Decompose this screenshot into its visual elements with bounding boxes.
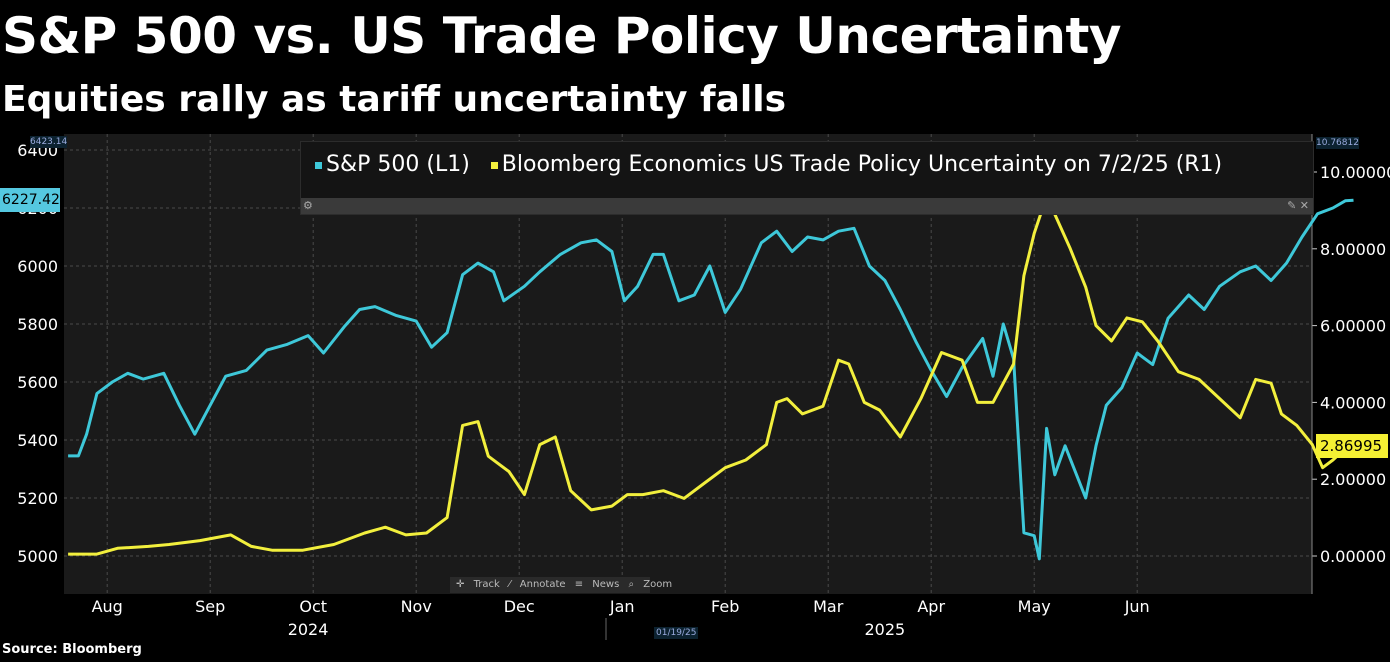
x-axis-tick-label: Sep bbox=[195, 597, 225, 616]
tpu-legend-swatch bbox=[490, 161, 498, 169]
left-axis-tick-label: 5800 bbox=[17, 315, 58, 334]
left-axis-max-label: 6423.14 bbox=[30, 136, 68, 148]
page-subtitle: Equities rally as tariff uncertainty fal… bbox=[2, 79, 787, 120]
chart-toolbar: ✛ Track ⁄ Annotate ≡ News ⌕ Zoom bbox=[450, 577, 672, 593]
zoom-label: Zoom bbox=[643, 579, 673, 590]
news-button[interactable]: ≡ News bbox=[574, 579, 620, 590]
right-axis-tick-label: 8.00000 bbox=[1320, 240, 1386, 259]
right-axis-tick-label: 4.00000 bbox=[1320, 393, 1386, 412]
x-axis-tick-label: Nov bbox=[401, 597, 432, 616]
x-axis-year-label: 2025 bbox=[864, 620, 905, 639]
cursor-date-label: 01/19/25 bbox=[654, 627, 699, 639]
x-axis-tick-label: Apr bbox=[917, 597, 945, 616]
right-axis: 0.00000 2.00000 4.00000 6.00000 8.00000 10.00… bbox=[1311, 134, 1390, 594]
legend-box[interactable]: S&P 500 (L1) Bloomberg Economics US Trad… bbox=[300, 141, 1314, 215]
close-icon[interactable]: ✎ ✕ bbox=[1287, 199, 1309, 212]
x-axis-year-label: 2024 bbox=[288, 620, 329, 639]
right-axis-tick-label: 0.00000 bbox=[1320, 547, 1386, 566]
left-axis-tick-label: 6000 bbox=[17, 257, 58, 276]
news-label: News bbox=[592, 579, 620, 590]
right-axis-tick-label: 2.00000 bbox=[1320, 470, 1386, 489]
x-axis-tick-label: Dec bbox=[504, 597, 535, 616]
sp500-series-line bbox=[68, 198, 1354, 561]
page-title: S&P 500 vs. US Trade Policy Uncertainty bbox=[2, 7, 1122, 65]
right-axis-max-label: 10.76812 bbox=[1316, 137, 1359, 149]
legend-text: S&P 500 (L1) Bloomberg Economics US Trad… bbox=[315, 152, 1222, 177]
tpu-last-value-tag: 2.86995 bbox=[1316, 434, 1388, 458]
right-axis-tick-label: 10.00000 bbox=[1320, 163, 1390, 182]
track-button[interactable]: ✛ Track bbox=[456, 579, 500, 590]
source-note: Source: Bloomberg bbox=[2, 642, 142, 657]
left-axis-tick-label: 5000 bbox=[17, 547, 58, 566]
right-axis-tick-label: 6.00000 bbox=[1320, 317, 1386, 336]
x-axis: Aug Sep Oct Nov Dec Jan Feb Mar Apr May Jun 2024 202… bbox=[92, 597, 1150, 640]
x-axis-tick-label: Oct bbox=[299, 597, 327, 616]
legend-sp500[interactable]: S&P 500 (L1) bbox=[326, 152, 470, 177]
legend-tpu[interactable]: Bloomberg Economics US Trade Policy Unce… bbox=[501, 152, 1223, 177]
left-axis-tick-label: 5600 bbox=[17, 373, 58, 392]
x-axis-tick-label: Feb bbox=[711, 597, 739, 616]
gear-icon[interactable]: ⚙ bbox=[303, 199, 313, 212]
annotate-label: Annotate bbox=[519, 579, 566, 590]
x-axis-tick-label: Aug bbox=[92, 597, 123, 616]
annotate-button[interactable]: ⁄ Annotate bbox=[508, 579, 566, 590]
left-axis-tick-label: 5200 bbox=[17, 489, 58, 508]
legend-bar: ⚙ ✎ ✕ bbox=[301, 198, 1313, 214]
track-label: Track bbox=[473, 579, 500, 590]
zoom-button[interactable]: ⌕ Zoom bbox=[628, 579, 673, 590]
x-axis-tick-label: Jun bbox=[1124, 597, 1150, 616]
sp500-last-value-tag: 6227.42 bbox=[0, 188, 60, 212]
x-axis-tick-label: Mar bbox=[813, 597, 844, 616]
tpu-series-line bbox=[68, 201, 1354, 556]
x-axis-tick-label: Jan bbox=[609, 597, 635, 616]
series-layer bbox=[68, 198, 1354, 561]
left-axis-tick-label: 5400 bbox=[17, 431, 58, 450]
sp500-legend-swatch bbox=[315, 161, 322, 169]
x-axis-tick-label: May bbox=[1018, 597, 1051, 616]
